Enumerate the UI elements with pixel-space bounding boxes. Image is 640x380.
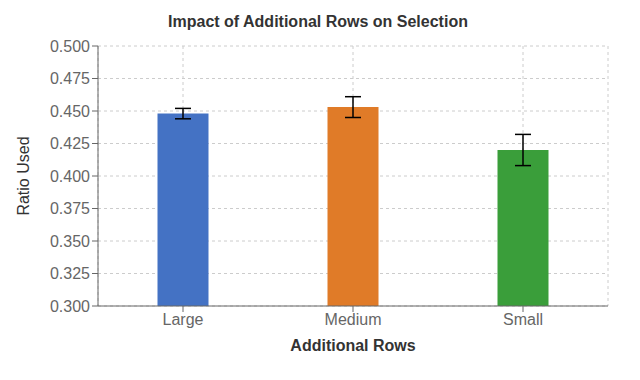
svg-text:0.325: 0.325 [50, 265, 90, 282]
svg-text:Large: Large [163, 311, 204, 328]
svg-text:0.350: 0.350 [50, 233, 90, 250]
svg-text:0.450: 0.450 [50, 103, 90, 120]
svg-text:0.500: 0.500 [50, 38, 90, 55]
svg-text:0.475: 0.475 [50, 70, 90, 87]
svg-text:Additional Rows: Additional Rows [290, 337, 415, 354]
svg-text:0.375: 0.375 [50, 200, 90, 217]
svg-text:0.400: 0.400 [50, 168, 90, 185]
svg-text:Ratio Used: Ratio Used [15, 136, 32, 215]
svg-text:Medium: Medium [325, 311, 382, 328]
svg-text:Small: Small [503, 311, 543, 328]
html-text:Impact of Additional Rows on S: Impact of Additional Rows on Selection [168, 13, 468, 30]
svg-text:0.300: 0.300 [50, 298, 90, 315]
svg-text:0.425: 0.425 [50, 135, 90, 152]
